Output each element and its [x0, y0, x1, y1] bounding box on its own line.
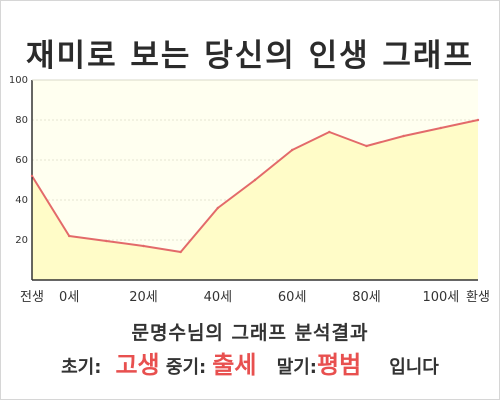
y-tick-labels: 20 40 60 80 100 [9, 75, 28, 246]
data-point-7 [290, 148, 294, 152]
late-label: 말기: [276, 357, 318, 378]
data-point-2 [105, 239, 108, 243]
x-tick-label-1: 0세 [59, 290, 79, 305]
data-point-6 [253, 178, 257, 182]
data-point-12 [476, 118, 480, 122]
middle-value: 출세 [212, 351, 257, 379]
analysis-verdict: 초기: 고생 중기: 출세 말기:평범 입니다 [0, 345, 500, 380]
early-value: 고생 [115, 351, 160, 379]
data-point-9 [365, 144, 368, 148]
x-tick-label-5: 80세 [352, 290, 381, 305]
y-tick-label-4: 100 [9, 75, 28, 86]
x-tick-labels: 전생 0세 20세 40세 60세 80세 100세 환생 [20, 290, 490, 305]
analysis-summary: 문명수님의 그래프 분석결과 [131, 322, 369, 344]
data-point-4 [179, 250, 182, 254]
early-label: 초기: [61, 357, 102, 378]
y-tick-label-3: 80 [15, 115, 28, 126]
data-point-11 [439, 126, 443, 130]
x-tick-label-4: 60세 [278, 290, 307, 305]
y-tick-label-2: 60 [15, 155, 28, 166]
data-point-5 [216, 206, 220, 210]
y-tick-label-1: 40 [15, 195, 28, 206]
late-value: 평범 [317, 351, 362, 379]
x-tick-label-3: 40세 [204, 290, 233, 305]
data-point-1 [67, 234, 71, 238]
middle-label: 중기: [165, 357, 207, 378]
ending-text: 입니다 [389, 357, 439, 378]
data-point-10 [402, 134, 405, 138]
chart-title: 재미로 보는 당신의 인생 그래프 [26, 38, 474, 74]
data-point-3 [142, 244, 145, 248]
x-tick-label-7: 환생 [466, 290, 490, 305]
y-tick-label-0: 20 [15, 235, 28, 246]
axes [31, 79, 478, 281]
series-area [32, 120, 478, 280]
data-point-8 [328, 130, 331, 134]
data-point-0 [30, 174, 34, 178]
x-tick-label-2: 20세 [129, 290, 158, 305]
data-points [30, 118, 480, 254]
x-tick-label-6: 100세 [422, 290, 459, 305]
x-tick-label-0: 전생 [20, 290, 44, 305]
